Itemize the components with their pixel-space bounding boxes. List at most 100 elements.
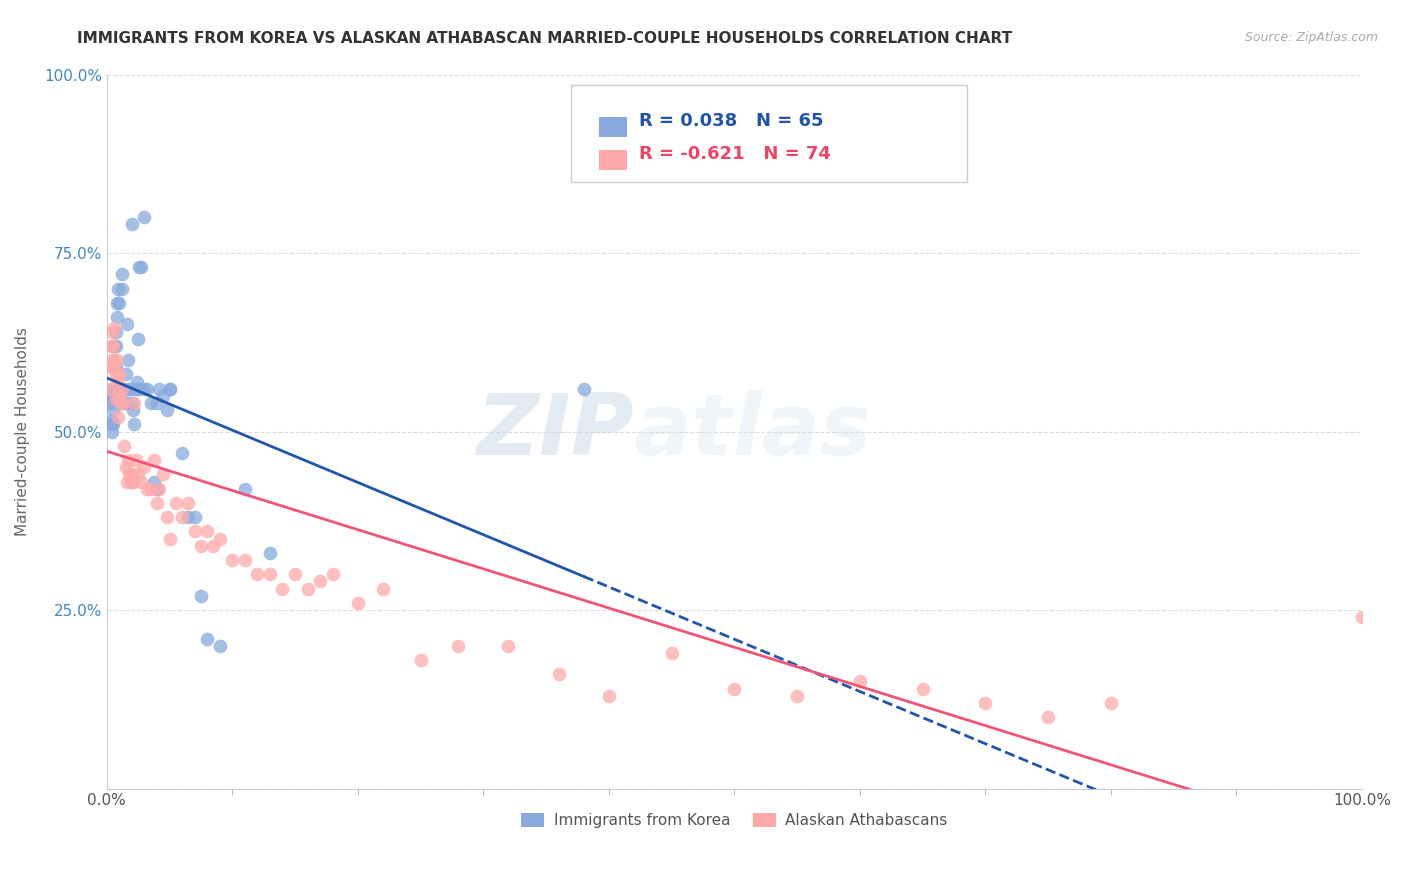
Point	[723, 681, 745, 696]
Point	[208, 532, 231, 546]
Point	[112, 382, 135, 396]
Point	[152, 389, 174, 403]
Point	[259, 567, 281, 582]
Point	[284, 567, 307, 582]
Point	[322, 567, 344, 582]
Point	[134, 460, 156, 475]
Point	[1099, 696, 1122, 710]
Point	[117, 353, 139, 368]
Point	[259, 546, 281, 560]
Point	[112, 439, 135, 453]
Point	[911, 681, 934, 696]
Point	[246, 567, 269, 582]
Point	[105, 353, 128, 368]
Point	[100, 417, 122, 432]
Point	[103, 321, 125, 335]
Point	[849, 674, 872, 689]
Point	[101, 382, 124, 396]
Point	[121, 396, 143, 410]
Point	[271, 582, 294, 596]
Point	[572, 382, 595, 396]
Point	[108, 296, 131, 310]
Point	[159, 532, 181, 546]
Point	[195, 632, 218, 646]
Point	[221, 553, 243, 567]
Point	[105, 310, 128, 325]
Point	[129, 260, 152, 275]
Point	[117, 453, 139, 467]
Point	[107, 385, 129, 400]
Point	[108, 368, 131, 382]
FancyBboxPatch shape	[599, 117, 627, 136]
Point	[104, 325, 127, 339]
Point	[104, 360, 127, 375]
Legend: Immigrants from Korea, Alaskan Athabascans: Immigrants from Korea, Alaskan Athabasca…	[516, 806, 953, 834]
FancyBboxPatch shape	[571, 86, 966, 182]
Point	[547, 667, 569, 681]
Point	[135, 482, 157, 496]
Point	[101, 339, 124, 353]
Point	[104, 339, 127, 353]
Point	[177, 510, 200, 524]
Point	[108, 389, 131, 403]
Point	[139, 396, 162, 410]
Text: atlas: atlas	[634, 390, 872, 473]
Point	[447, 639, 470, 653]
Point	[148, 482, 170, 496]
Point	[114, 368, 136, 382]
Point	[121, 218, 143, 232]
Point	[120, 475, 142, 489]
Point	[233, 482, 256, 496]
Point	[112, 382, 135, 396]
Point	[156, 403, 179, 417]
Point	[129, 475, 152, 489]
Point	[124, 382, 146, 396]
Text: ZIP: ZIP	[477, 390, 634, 473]
Point	[190, 589, 212, 603]
Point	[146, 396, 169, 410]
Point	[143, 475, 166, 489]
Point	[183, 510, 205, 524]
Y-axis label: Married-couple Households: Married-couple Households	[15, 327, 30, 536]
Point	[112, 396, 135, 410]
Point	[101, 403, 124, 417]
Point	[98, 385, 121, 400]
Point	[105, 296, 128, 310]
Point	[110, 396, 132, 410]
Point	[1038, 710, 1060, 724]
Point	[107, 282, 129, 296]
Point	[124, 396, 146, 410]
Point	[409, 653, 432, 667]
Point	[165, 496, 187, 510]
Point	[122, 403, 145, 417]
Point	[309, 574, 332, 589]
Point	[148, 382, 170, 396]
Point	[786, 689, 808, 703]
Point	[115, 475, 138, 489]
Point	[170, 510, 193, 524]
Point	[190, 539, 212, 553]
Point	[98, 382, 121, 396]
Point	[111, 382, 134, 396]
Point	[202, 539, 225, 553]
Point	[120, 382, 142, 396]
Text: R = -0.621   N = 74: R = -0.621 N = 74	[640, 145, 831, 163]
Point	[156, 510, 179, 524]
Text: Source: ZipAtlas.com: Source: ZipAtlas.com	[1244, 31, 1378, 45]
Point	[101, 360, 124, 375]
FancyBboxPatch shape	[599, 150, 627, 169]
Point	[115, 318, 138, 332]
Point	[127, 467, 149, 482]
Point	[1351, 610, 1374, 624]
Point	[101, 417, 124, 432]
Point	[103, 360, 125, 375]
Point	[974, 696, 997, 710]
Point	[107, 410, 129, 425]
Point	[110, 396, 132, 410]
Point	[110, 382, 132, 396]
Point	[125, 375, 148, 389]
Point	[108, 389, 131, 403]
Point	[105, 375, 128, 389]
Point	[122, 475, 145, 489]
Point	[498, 639, 520, 653]
